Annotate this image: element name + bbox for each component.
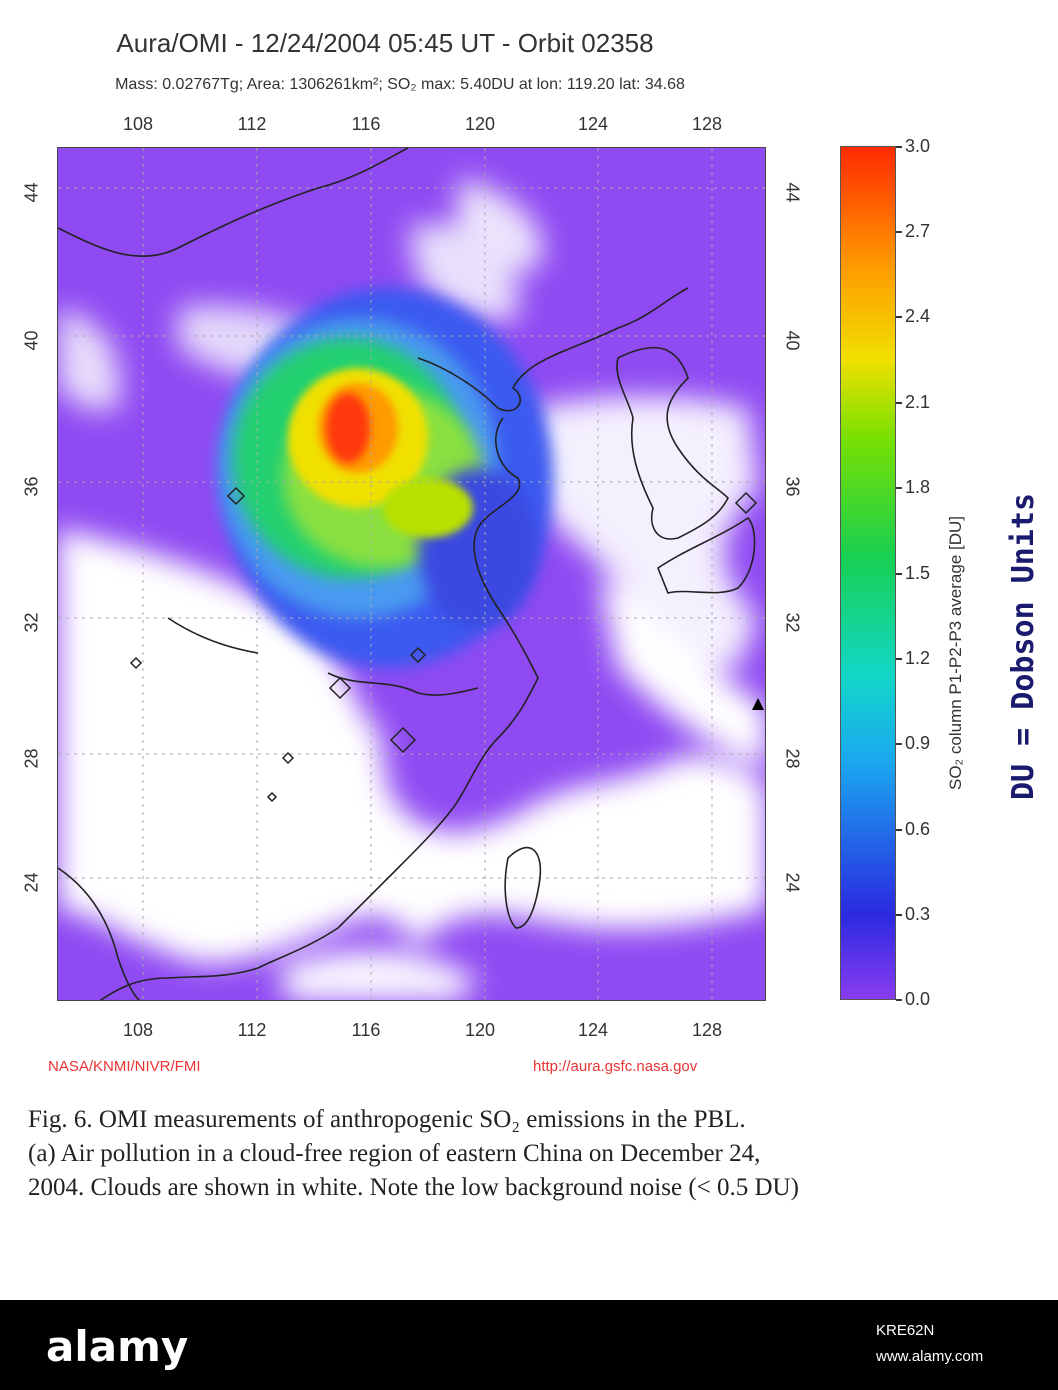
- lon-tick-bottom: 120: [464, 1020, 496, 1040]
- colorbar-tick: [896, 658, 902, 660]
- caption-line: 2004. Clouds are shown in white. Note th…: [28, 1174, 799, 1201]
- colorbar-tick: [896, 316, 902, 318]
- lon-tick-bottom: 116: [351, 1020, 381, 1040]
- colorbar-label: 0.9: [905, 733, 931, 753]
- lat-tick-right: 36: [782, 476, 803, 497]
- colorbar-tick: [896, 146, 902, 148]
- stock-footer: [0, 1300, 1058, 1390]
- colorbar-tick: [896, 231, 902, 233]
- lon-tick-bottom: 108: [122, 1020, 154, 1040]
- so2-plume: [218, 288, 553, 668]
- lat-tick-right: 24: [782, 872, 803, 893]
- map-title: Aura/OMI - 12/24/2004 05:45 UT - Orbit 0…: [116, 28, 654, 58]
- colorbar-label: 0.3: [905, 904, 931, 924]
- map-subtitle: Mass: 0.02767Tg; Area: 1306261km²; SO₂ m…: [115, 76, 685, 93]
- colorbar-label: 1.8: [905, 477, 931, 497]
- colorbar-label: 1.5: [905, 563, 931, 583]
- colorbar-tick: [896, 914, 902, 916]
- colorbar-title: SO₂ column P1-P2-P3 average [DU]: [946, 516, 965, 790]
- lat-tick-left: 40: [21, 330, 42, 351]
- lat-tick-left: 44: [21, 182, 42, 203]
- coastline: [58, 148, 756, 1000]
- lat-tick-right: 28: [782, 748, 803, 769]
- lon-tick-top: 120: [464, 114, 496, 134]
- credit-url[interactable]: http://aura.gsfc.nasa.gov: [533, 1058, 698, 1075]
- colorbar-label: 0.0: [905, 989, 931, 1009]
- triangle-marker: [752, 698, 764, 710]
- caption-line: (a) Air pollution in a cloud-free region…: [28, 1140, 761, 1167]
- lat-tick-right: 32: [782, 612, 803, 633]
- lon-tick-top: 108: [122, 114, 154, 134]
- lon-tick-top: 124: [577, 114, 609, 134]
- lat-tick-right: 40: [782, 330, 803, 351]
- lon-tick-bottom: 128: [691, 1020, 723, 1040]
- colorbar-tick: [896, 743, 902, 745]
- colorbar-label: 0.6: [905, 819, 931, 839]
- lon-tick-top: 112: [237, 114, 267, 134]
- credit-agencies: NASA/KNMI/NIVR/FMI: [48, 1058, 201, 1075]
- colorbar-tick: [896, 999, 902, 1001]
- so2-map: [57, 147, 766, 1001]
- colorbar-label: 1.2: [905, 648, 931, 668]
- lat-tick-left: 32: [21, 612, 42, 633]
- colorbar: [840, 146, 896, 1000]
- colorbar-label: 2.4: [905, 306, 931, 326]
- colorbar-label: 2.1: [905, 392, 931, 412]
- colorbar-label: 3.0: [905, 136, 931, 156]
- lon-tick-top: 116: [351, 114, 381, 134]
- colorbar-tick: [896, 829, 902, 831]
- cloud-layer: [58, 178, 765, 1000]
- lon-tick-top: 128: [691, 114, 723, 134]
- colorbar-tick: [896, 402, 902, 404]
- image-id: KRE62N: [876, 1322, 935, 1339]
- lat-tick-left: 36: [21, 476, 42, 497]
- lat-tick-left: 24: [21, 872, 42, 893]
- colorbar-tick: [896, 487, 902, 489]
- colorbar-tick: [896, 573, 902, 575]
- graticule: [58, 148, 765, 1000]
- footer-url: www.alamy.com: [876, 1348, 984, 1365]
- alamy-logo: alamy: [46, 1322, 189, 1371]
- colorbar-label: 2.7: [905, 221, 931, 241]
- lat-tick-right: 44: [782, 182, 803, 203]
- so2-map-canvas: [58, 148, 765, 1000]
- lat-tick-left: 28: [21, 748, 42, 769]
- figure-caption: Fig. 6. OMI measurements of anthropogeni…: [28, 1103, 1028, 1205]
- lon-tick-bottom: 112: [237, 1020, 267, 1040]
- lon-tick-bottom: 124: [577, 1020, 609, 1040]
- caption-line: Fig. 6. OMI measurements of anthropogeni…: [28, 1106, 746, 1133]
- source-markers: [129, 486, 758, 803]
- dobson-units-note: DU = Dobson Units: [1006, 492, 1041, 800]
